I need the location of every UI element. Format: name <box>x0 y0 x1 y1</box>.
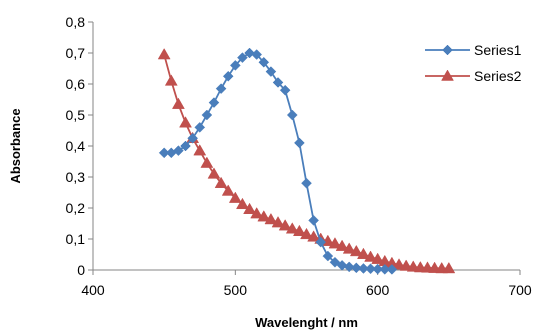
series-2-point <box>392 258 406 270</box>
series-2-point <box>292 224 306 236</box>
series-2-point <box>364 250 377 262</box>
series-layer <box>157 47 456 275</box>
series-2-point <box>271 216 285 228</box>
y-tick-label: 0,6 <box>66 76 86 92</box>
y-tick-label: 0,2 <box>66 200 86 216</box>
series-1-point <box>286 109 298 121</box>
series-1-point <box>379 264 391 275</box>
x-axis-title: Wavelenght / nm <box>255 315 358 330</box>
x-tick-label: 600 <box>366 282 390 298</box>
y-tick-label: 0,1 <box>66 231 86 247</box>
series-1-point <box>358 263 369 274</box>
series-1-point <box>201 109 213 121</box>
series-2-point <box>179 116 192 128</box>
series-2-point <box>207 167 221 179</box>
series-1-point <box>322 250 334 262</box>
series-1-point <box>180 140 191 152</box>
series-2-point <box>307 230 321 242</box>
series-1-point <box>336 259 348 271</box>
y-tick-label: 0,4 <box>66 138 86 154</box>
series-1-point <box>194 122 206 133</box>
series-1-point <box>315 236 327 248</box>
series-2-point <box>335 239 349 251</box>
series-1-point <box>237 52 248 64</box>
legend-item-2: Series2 <box>425 68 522 84</box>
legend-item-1: Series1 <box>425 42 522 58</box>
series-1-point <box>301 177 312 189</box>
y-tick-label: 0,3 <box>66 169 86 185</box>
legend-label: Series1 <box>474 42 522 58</box>
series-1-point <box>265 66 277 77</box>
series-1-point <box>365 263 376 275</box>
legend: Series1 Series2 <box>425 42 522 84</box>
series-2-point <box>200 156 214 168</box>
series-2-point <box>171 97 185 109</box>
x-tick-label: 500 <box>224 282 248 298</box>
series-1-point <box>187 132 198 144</box>
x-tick-label: 700 <box>508 282 532 298</box>
series-2-point <box>236 197 249 210</box>
series-1-point <box>272 77 284 88</box>
series-1-point <box>173 145 184 157</box>
diamond-marker-icon <box>442 44 453 56</box>
series-1 <box>158 47 398 275</box>
series-1-point <box>386 264 398 275</box>
series-2-point <box>157 48 171 60</box>
series-2-point <box>164 74 178 86</box>
series-2-point <box>342 242 356 254</box>
series-2-point <box>357 247 370 259</box>
series-1-point <box>294 137 305 149</box>
series-2-point <box>371 252 385 264</box>
y-tick-label: 0 <box>77 262 85 278</box>
series-2-point <box>193 144 207 156</box>
series-1-point <box>229 60 241 71</box>
y-tick-label: 0,8 <box>66 14 86 30</box>
series-2-point <box>257 210 271 222</box>
series-2-point <box>243 202 256 214</box>
y-tick-label: 0,7 <box>66 45 86 61</box>
series-2-point <box>442 261 456 274</box>
series-2-point <box>328 237 342 249</box>
y-axis: 0 0,1 0,2 0,3 0,4 0,5 0,6 0,7 0,8 <box>66 14 94 278</box>
y-axis-title: Absorbance <box>8 108 23 183</box>
series-1-point <box>258 56 270 68</box>
series-2-point <box>349 244 363 257</box>
series-2-point <box>250 207 264 219</box>
series-1-point <box>222 70 234 82</box>
legend-label: Series2 <box>474 68 522 84</box>
series-1-point <box>308 215 319 226</box>
series-1-point <box>158 147 170 159</box>
series-1-point <box>208 97 220 108</box>
series-1-point <box>343 261 355 273</box>
series-2 <box>157 48 456 274</box>
series-2-point <box>228 191 242 203</box>
series-1-point <box>279 84 291 96</box>
series-1-point <box>350 262 362 274</box>
series-2-point <box>214 176 228 188</box>
x-tick-label: 400 <box>81 282 105 298</box>
series-2-point <box>278 219 292 231</box>
series-1-point <box>244 47 255 59</box>
series-1-point <box>251 49 263 60</box>
series-2-point <box>264 212 278 225</box>
series-2-point <box>285 222 299 234</box>
series-2-point <box>221 184 235 196</box>
series-1-point <box>215 83 227 95</box>
y-tick-label: 0,5 <box>66 107 86 123</box>
x-axis: 400 500 600 700 <box>81 269 532 298</box>
series-2-point <box>300 227 313 240</box>
series-1-point <box>372 263 384 275</box>
triangle-marker-icon <box>441 69 454 81</box>
